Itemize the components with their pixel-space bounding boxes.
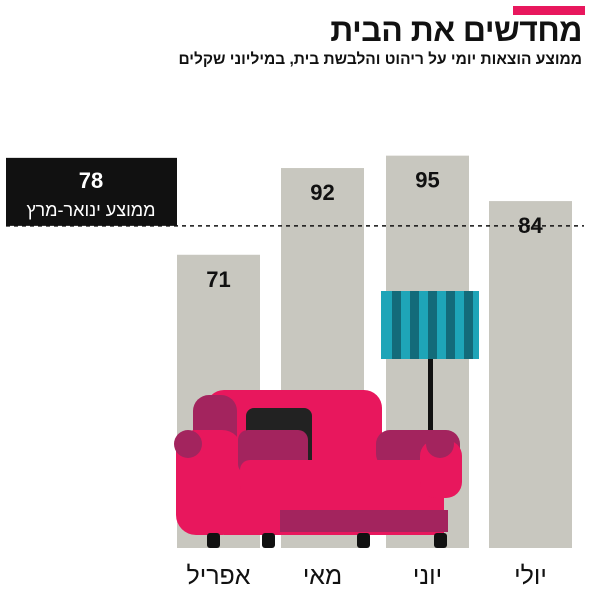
lamp-shade-stripe: [464, 291, 473, 359]
bar: [489, 201, 572, 548]
sofa-arm-roll: [174, 430, 202, 458]
category-label: מאי: [303, 562, 342, 590]
lamp-shade-stripe: [410, 291, 419, 359]
sofa-arm-roll: [426, 430, 454, 458]
bar-value-label: 71: [206, 267, 230, 292]
chart-title: מחדשים את הבית: [330, 12, 582, 48]
sofa-leg: [207, 533, 220, 548]
accent-bar: [513, 6, 585, 15]
floor-lamp-illustration: [381, 291, 479, 508]
reference-label-box: [6, 157, 177, 226]
reference-value-label: 78: [79, 168, 103, 193]
sofa-base-shadow: [280, 510, 448, 532]
lamp-shade-stripe: [446, 291, 455, 359]
bar-value-label: 84: [518, 213, 543, 238]
bar-value-labels: 71 92 95 84: [206, 168, 543, 292]
sofa-seat: [240, 460, 450, 496]
sofa-leg: [262, 533, 275, 548]
category-label: יולי: [514, 562, 547, 590]
category-label: יוני: [413, 562, 442, 590]
lamp-shade-stripe: [428, 291, 437, 359]
sofa-leg: [357, 533, 370, 548]
reference-text-label: ממוצע ינואר-מרץ: [26, 200, 155, 220]
sofa-illustration: [174, 390, 462, 548]
category-label: אפריל: [186, 562, 250, 590]
category-labels: אפריל מאי יוני יולי: [186, 562, 546, 590]
bar-value-label: 92: [310, 180, 334, 205]
bar-value-label: 95: [415, 168, 439, 193]
lamp-shade-stripe: [392, 291, 401, 359]
reference-line-group: 78 ממוצע ינואר-מרץ: [6, 157, 584, 227]
chart-subtitle: ממוצע הוצאות יומי על ריהוט והלבשת בית, ב…: [178, 51, 582, 68]
sofa-right-arm-front: [420, 440, 462, 498]
sofa-leg: [434, 533, 447, 548]
